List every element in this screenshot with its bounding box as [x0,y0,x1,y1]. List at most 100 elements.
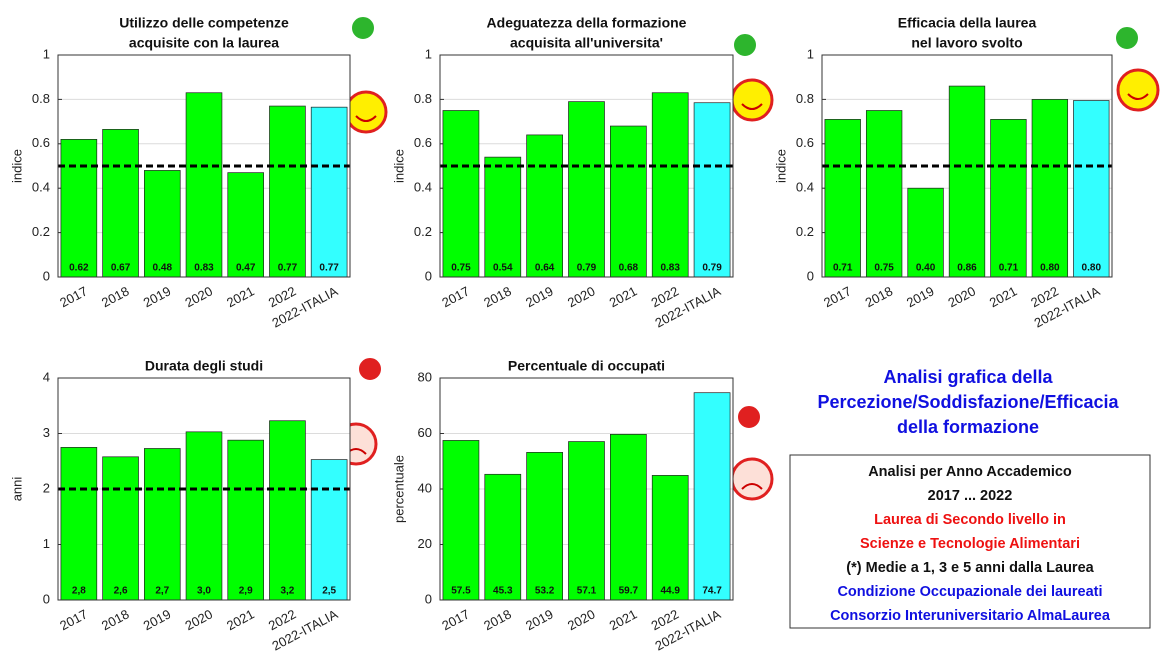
thumb-up-icon [732,32,758,58]
chart-title: Percentuale di occupati [508,358,665,374]
value-label: 0.80 [1082,263,1102,274]
value-label: 0.86 [957,263,977,274]
value-label: 0.47 [236,263,256,274]
bar [1073,100,1110,278]
y-tick-label: 0.8 [796,91,814,106]
x-tick-label: 2019 [523,606,556,633]
bar [526,134,563,278]
heading-line: Analisi grafica della [883,367,1053,387]
x-tick-label: 2020 [182,283,215,310]
value-label: 2,7 [155,586,169,597]
chart-title: acquisite con la laurea [129,35,279,51]
chart-title: Adeguatezza della formazione [487,15,687,31]
bar [526,452,563,601]
value-label: 57.5 [451,586,471,597]
x-tick-label: 2021 [607,606,640,633]
x-tick-label: 2017 [57,283,90,310]
chart-title: Durata degli studi [145,358,263,374]
y-axis-label: percentuale [391,455,406,523]
info-line: Analisi per Anno Accademico [868,464,1072,480]
heading-line: Percezione/Soddisfazione/Efficacia [817,392,1119,412]
plot-frame [439,54,734,278]
chart: 0 0.2 0.4 0.6 0.8 1 0.71 2017 0.75 2018 0.40 2019 0.… [773,15,1113,331]
bar [185,431,223,601]
chart-title: Efficacia della laurea [898,15,1037,31]
bar [442,110,480,278]
smile [1127,93,1149,100]
bar [227,172,265,278]
plot-frame [821,54,1113,278]
value-label: 74.7 [702,586,722,597]
y-tick-label: 0.6 [414,135,432,150]
x-tick-label: 2020 [565,283,598,310]
y-tick-label: 0 [425,268,432,283]
bar [143,448,181,601]
bar [990,119,1027,278]
y-tick-label: 40 [418,480,432,495]
x-tick-label: 2017 [821,283,854,310]
y-tick-label: 2 [43,480,50,495]
x-tick-label: 2019 [141,606,174,633]
value-label: 0.79 [702,263,722,274]
thumb-up-icon [1114,25,1140,51]
heading-line: della formazione [897,417,1039,437]
bar [824,119,861,278]
value-label: 0.80 [1040,263,1060,274]
value-label: 0.77 [278,263,298,274]
info-line: Laurea di Secondo livello in [874,512,1066,528]
x-tick-label: 2019 [904,283,937,310]
value-label: 0.83 [660,263,680,274]
value-label: 0.67 [111,263,131,274]
chart: 0 20 40 60 80 57.5 2017 45.3 2018 53.2 2019 57.1 202… [391,358,734,654]
smiley-happy [730,78,774,122]
y-tick-label: 0 [43,268,50,283]
bar [865,110,903,278]
smiley-sad [730,457,774,501]
chart-title: Utilizzo delle competenze [119,15,289,31]
value-label: 0.75 [451,263,471,274]
y-axis-label: indice [9,149,24,183]
info-line: Scienze e Tecnologie Alimentari [860,536,1080,552]
bar [310,106,348,278]
value-label: 0.64 [535,263,555,274]
y-tick-label: 20 [418,536,432,551]
x-tick-label: 2018 [863,283,896,310]
bar [568,441,605,601]
frown [741,483,763,490]
thumb-down-icon [736,404,762,430]
y-tick-label: 0.2 [796,224,814,239]
value-label: 0.71 [833,263,853,274]
x-tick-label: 2020 [945,283,978,310]
x-tick-label: 2018 [481,606,514,633]
x-tick-label: 2020 [565,606,598,633]
bar [60,139,98,278]
x-tick-label: 2018 [99,606,132,633]
value-label: 3,0 [197,586,211,597]
chart: 0 1 2 3 4 2,8 2017 2,6 2018 2,7 2019 3,0 2020 2,9 2021… [9,358,351,654]
plot-frame [439,377,734,601]
bar [442,440,480,601]
y-tick-label: 0.6 [796,135,814,150]
bar [102,456,139,601]
plot-frame [57,377,351,601]
bar [610,433,647,601]
y-tick-label: 3 [43,425,50,440]
value-label: 0.40 [916,263,936,274]
y-tick-label: 0.8 [32,91,50,106]
value-label: 0.79 [577,263,597,274]
value-label: 0.62 [69,263,89,274]
y-tick-label: 1 [43,46,50,61]
bar [610,125,647,278]
info-line: (*) Medie a 1, 3 e 5 anni dalla Laurea [846,560,1094,576]
y-axis-label: indice [391,149,406,183]
y-tick-label: 0.4 [796,180,814,195]
value-label: 2,6 [114,586,128,597]
x-tick-label: 2021 [607,283,640,310]
x-tick-label: 2021 [224,283,257,310]
y-axis-label: anni [9,477,24,502]
y-tick-label: 4 [43,369,50,384]
y-tick-label: 0.2 [32,224,50,239]
value-label: 0.54 [493,263,513,274]
x-tick-label: 2019 [523,283,556,310]
